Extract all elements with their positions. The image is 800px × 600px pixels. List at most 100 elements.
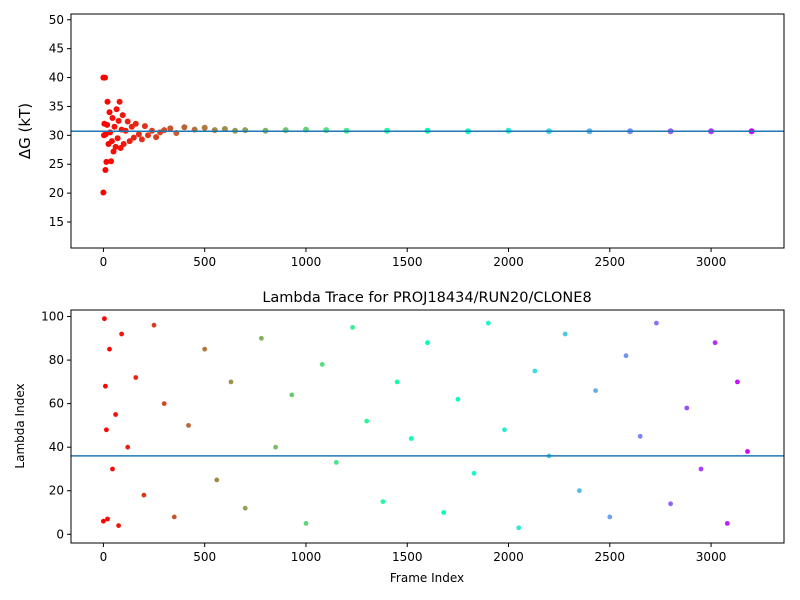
data-point	[103, 158, 110, 165]
data-point	[724, 521, 730, 526]
data-point	[115, 117, 122, 124]
data-point	[113, 412, 118, 417]
y-tick-label: 100	[41, 310, 64, 324]
data-point	[532, 368, 538, 374]
data-point	[106, 109, 113, 116]
data-point	[319, 362, 325, 367]
data-point	[102, 74, 108, 81]
x-tick-label: 1500	[392, 255, 423, 269]
x-tick-label: 1000	[291, 550, 322, 564]
delta-g-y-label: ΔG (kT)	[16, 103, 34, 159]
y-tick-label: 20	[49, 484, 64, 498]
data-point	[242, 505, 248, 511]
data-point	[125, 444, 131, 450]
data-point	[104, 121, 111, 128]
data-point	[654, 320, 659, 326]
y-tick-label: 20	[49, 186, 64, 200]
data-point	[259, 335, 264, 341]
data-point	[201, 124, 208, 131]
delta-g-plot: 0 500 1000 1500 2000 2500 3000 15 20 25 30 35 40 45 5…	[16, 13, 785, 269]
data-point	[126, 138, 133, 145]
data-point	[130, 134, 137, 141]
data-point	[471, 470, 477, 476]
y-tick-label: 15	[49, 215, 64, 229]
data-point	[211, 127, 218, 134]
data-point	[273, 444, 278, 450]
data-point	[562, 331, 568, 337]
data-point	[408, 436, 414, 441]
data-point	[114, 135, 121, 142]
x-tick-label: 3000	[696, 255, 727, 269]
data-point	[516, 525, 522, 531]
data-point	[100, 189, 107, 196]
data-point	[637, 433, 643, 439]
data-point	[120, 141, 127, 147]
data-point	[101, 518, 106, 524]
data-point	[161, 401, 167, 406]
data-point	[109, 115, 116, 121]
data-point	[167, 125, 174, 132]
data-point	[108, 158, 115, 165]
data-point	[607, 514, 613, 520]
data-point	[380, 499, 386, 504]
data-point	[684, 405, 690, 411]
data-point	[593, 388, 598, 393]
data-point	[221, 126, 228, 132]
data-point	[350, 325, 355, 330]
delta-g-x-ticks: 0 500 1000 1500 2000 2500 3000	[100, 248, 727, 269]
data-point	[333, 460, 339, 465]
y-tick-label: 40	[49, 440, 64, 454]
x-tick-label: 2000	[493, 550, 524, 564]
lambda-y-label: Lambda Index	[13, 383, 27, 468]
data-point	[161, 127, 168, 134]
data-point	[102, 316, 107, 322]
lambda-x-label: Frame Index	[390, 571, 464, 585]
lambda-x-ticks: 0 500 1000 1500 2000 2500 3000	[100, 543, 726, 564]
data-point	[151, 322, 157, 328]
data-point	[485, 320, 491, 326]
x-tick-label: 1500	[392, 550, 423, 564]
x-tick-label: 2500	[595, 255, 626, 269]
lambda-y-ticks: 0 20 40 60 80 100	[41, 310, 71, 541]
data-point	[228, 379, 234, 385]
data-point	[153, 134, 160, 141]
data-point	[141, 492, 147, 498]
data-point	[110, 148, 117, 155]
data-point	[116, 98, 123, 105]
data-point	[119, 112, 126, 119]
x-tick-label: 2500	[595, 550, 626, 564]
data-point	[289, 392, 295, 398]
data-point	[214, 477, 220, 483]
data-point	[103, 383, 108, 389]
data-point	[441, 510, 447, 515]
data-point	[171, 514, 177, 520]
data-point	[181, 124, 188, 131]
data-point	[132, 120, 139, 127]
y-tick-label: 40	[49, 71, 64, 85]
data-point	[735, 379, 740, 385]
y-tick-label: 45	[49, 42, 64, 56]
data-point	[104, 98, 111, 105]
lambda-trace-plot: Lambda Trace for PROJ18434/RUN20/CLONE8 …	[13, 290, 785, 585]
data-point	[102, 167, 109, 173]
x-tick-label: 1000	[291, 255, 322, 269]
data-point	[303, 521, 309, 526]
data-point	[394, 379, 400, 385]
data-point	[141, 123, 148, 130]
data-point	[698, 466, 704, 472]
y-tick-label: 25	[49, 157, 64, 171]
data-point	[119, 331, 124, 337]
data-point	[108, 138, 115, 145]
data-point	[364, 418, 370, 424]
y-tick-label: 35	[49, 99, 64, 113]
x-tick-label: 0	[100, 550, 108, 564]
data-point	[113, 106, 120, 113]
delta-g-frame	[70, 13, 785, 249]
lambda-points	[101, 316, 750, 531]
x-tick-label: 2000	[493, 255, 524, 269]
data-point	[425, 340, 430, 346]
x-tick-label: 500	[193, 550, 216, 564]
data-point	[107, 129, 114, 136]
data-point	[112, 143, 119, 150]
